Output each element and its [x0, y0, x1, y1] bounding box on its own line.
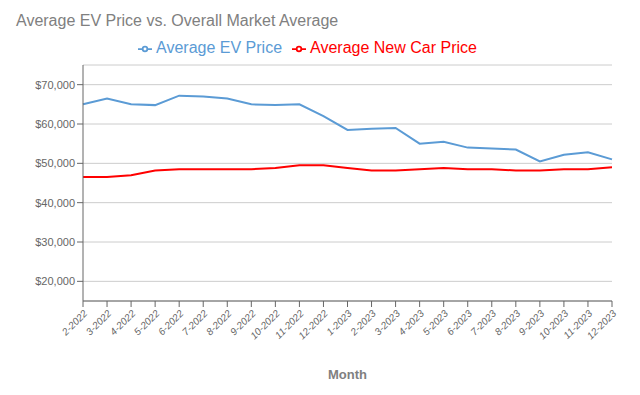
- svg-text:11-2023: 11-2023: [561, 307, 595, 341]
- html-text:Average New Car Price: Average New Car Price: [310, 39, 477, 56]
- svg-text:5-2023: 5-2023: [420, 307, 450, 337]
- svg-text:3-2023: 3-2023: [372, 307, 402, 337]
- svg-text:2-2022: 2-2022: [59, 307, 90, 338]
- svg-text:8-2022: 8-2022: [204, 307, 234, 337]
- html-text:Average EV Price: Average EV Price: [156, 39, 282, 56]
- svg-text:7-2023: 7-2023: [468, 307, 498, 337]
- svg-text:6-2023: 6-2023: [444, 307, 474, 337]
- svg-text:6-2022: 6-2022: [156, 307, 186, 337]
- svg-text:4-2023: 4-2023: [396, 307, 426, 337]
- svg-text:2-2023: 2-2023: [347, 307, 378, 338]
- svg-text:11-2022: 11-2022: [272, 307, 306, 341]
- html-text:Average EV Price vs. Overall M: Average EV Price vs. Overall Market Aver…: [16, 12, 339, 29]
- svg-text:10-2023: 10-2023: [536, 307, 571, 342]
- svg-text:$40,000: $40,000: [35, 197, 75, 209]
- svg-text:9-2023: 9-2023: [516, 307, 547, 338]
- svg-text:3-2022: 3-2022: [84, 307, 114, 337]
- svg-text:$20,000: $20,000: [35, 275, 75, 287]
- svg-text:12-2022: 12-2022: [296, 307, 330, 341]
- svg-text:$30,000: $30,000: [35, 236, 75, 248]
- svg-text:1-2023: 1-2023: [324, 307, 354, 337]
- svg-text:8-2023: 8-2023: [492, 307, 522, 337]
- svg-text:9-2022: 9-2022: [228, 307, 258, 338]
- svg-text:$50,000: $50,000: [35, 157, 75, 169]
- svg-text:7-2022: 7-2022: [180, 307, 210, 337]
- svg-text:4-2022: 4-2022: [108, 307, 138, 337]
- svg-text:$70,000: $70,000: [35, 79, 75, 91]
- svg-text:5-2022: 5-2022: [132, 307, 162, 337]
- svg-text:10-2022: 10-2022: [248, 307, 282, 342]
- svg-text:$60,000: $60,000: [35, 118, 75, 130]
- svg-text:12-2023: 12-2023: [585, 307, 619, 341]
- svg-text:Month: Month: [328, 367, 367, 382]
